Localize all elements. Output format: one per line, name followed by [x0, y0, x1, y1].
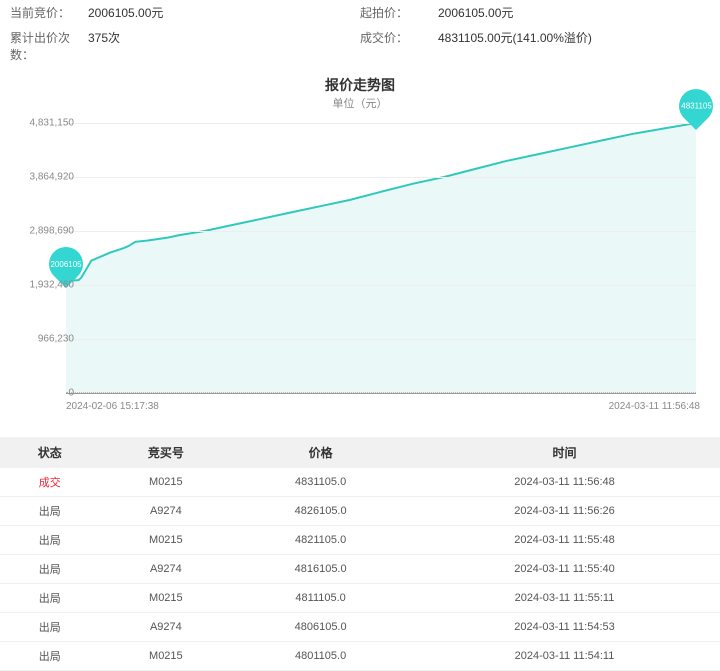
bid-count-label: 累计出价次数： [10, 29, 88, 63]
start-price-value: 2006105.00元 [438, 4, 513, 21]
cell-status: 出局 [0, 526, 100, 555]
cell-price: 4826105.0 [232, 497, 409, 526]
chart-container: 报价走势图 单位（元） 20061054831105 0966,2301,932… [0, 67, 720, 427]
trend-line [66, 123, 696, 393]
y-tick-label: 1,932,460 [14, 280, 74, 291]
col-price[interactable]: 价格 [232, 437, 409, 468]
table-row[interactable]: 出局M02154811105.02024-03-11 11:55:11 [0, 584, 720, 613]
cell-time: 2024-03-11 11:56:48 [409, 468, 720, 497]
deal-price-value: 4831105.00元(141.00%溢价) [438, 29, 592, 63]
col-bidder[interactable]: 竞买号 [100, 437, 233, 468]
cell-status: 出局 [0, 584, 100, 613]
deal-price-label: 成交价： [360, 29, 438, 63]
bid-count: 累计出价次数： 375次 [10, 29, 360, 63]
gridline [66, 339, 696, 340]
table-row[interactable]: 出局M02154801105.02024-03-11 11:54:11 [0, 642, 720, 671]
x-end-label: 2024-03-11 11:56:48 [609, 401, 700, 412]
header-row-2: 累计出价次数： 375次 成交价： 4831105.00元(141.00%溢价) [0, 25, 720, 67]
cell-status: 出局 [0, 642, 100, 671]
end-marker-value: 4831105 [681, 102, 712, 111]
cell-bidder: A9274 [100, 613, 233, 642]
header-row-1: 当前竞价： 2006105.00元 起拍价： 2006105.00元 [0, 0, 720, 25]
table-row[interactable]: 成交M02154831105.02024-03-11 11:56:48 [0, 468, 720, 497]
current-bid-value: 2006105.00元 [88, 4, 163, 21]
cell-status: 出局 [0, 555, 100, 584]
cell-price: 4816105.0 [232, 555, 409, 584]
gridline [66, 285, 696, 286]
table-row[interactable]: 出局M02154821105.02024-03-11 11:55:48 [0, 526, 720, 555]
cell-price: 4801105.0 [232, 642, 409, 671]
y-tick-label: 3,864,920 [14, 172, 74, 183]
cell-bidder: M0215 [100, 526, 233, 555]
cell-bidder: M0215 [100, 468, 233, 497]
cell-price: 4806105.0 [232, 613, 409, 642]
gridline [66, 123, 696, 124]
start-price: 起拍价： 2006105.00元 [360, 4, 710, 21]
cell-time: 2024-03-11 11:55:11 [409, 584, 720, 613]
y-tick-label: 4,831,150 [14, 118, 74, 129]
cell-time: 2024-03-11 11:54:11 [409, 642, 720, 671]
y-tick-label: 2,898,690 [14, 226, 74, 237]
start-price-label: 起拍价： [360, 4, 438, 21]
trend-chart: 20061054831105 0 966,230 1,932,460 2,898,69… [10, 117, 710, 427]
current-bid-label: 当前竞价： [10, 4, 88, 21]
table-row[interactable]: 出局A92744826105.02024-03-11 11:56:26 [0, 497, 720, 526]
cell-time: 2024-03-11 11:55:48 [409, 526, 720, 555]
cell-bidder: M0215 [100, 642, 233, 671]
bid-table-head: 状态 竞买号 价格 时间 [0, 437, 720, 468]
cell-bidder: M0215 [100, 584, 233, 613]
cell-price: 4831105.0 [232, 468, 409, 497]
chart-title: 报价走势图 [10, 75, 710, 95]
cell-price: 4821105.0 [232, 526, 409, 555]
table-row[interactable]: 出局A92744806105.02024-03-11 11:54:53 [0, 613, 720, 642]
cell-time: 2024-03-11 11:54:53 [409, 613, 720, 642]
cell-status: 出局 [0, 497, 100, 526]
current-bid: 当前竞价： 2006105.00元 [10, 4, 360, 21]
bid-count-value: 375次 [88, 29, 120, 63]
y-tick-label: 966,230 [14, 334, 74, 345]
cell-price: 4811105.0 [232, 584, 409, 613]
bid-table: 状态 竞买号 价格 时间 成交M02154831105.02024-03-11 … [0, 437, 720, 671]
y-tick-label: 0 [14, 388, 74, 399]
col-status[interactable]: 状态 [0, 437, 100, 468]
cell-status: 出局 [0, 613, 100, 642]
gridline [66, 231, 696, 232]
cell-time: 2024-03-11 11:56:26 [409, 497, 720, 526]
chart-subtitle: 单位（元） [10, 95, 710, 111]
cell-time: 2024-03-11 11:55:40 [409, 555, 720, 584]
col-time[interactable]: 时间 [409, 437, 720, 468]
deal-price: 成交价： 4831105.00元(141.00%溢价) [360, 29, 710, 63]
start-marker-value: 2006105 [50, 259, 81, 268]
cell-status: 成交 [0, 468, 100, 497]
bid-table-body: 成交M02154831105.02024-03-11 11:56:48出局A92… [0, 468, 720, 671]
gridline [66, 177, 696, 178]
table-row[interactable]: 出局A92744816105.02024-03-11 11:55:40 [0, 555, 720, 584]
plot-area: 20061054831105 [66, 123, 696, 393]
cell-bidder: A9274 [100, 497, 233, 526]
cell-bidder: A9274 [100, 555, 233, 584]
x-start-label: 2024-02-06 15:17:38 [66, 401, 159, 412]
gridline [66, 393, 696, 394]
